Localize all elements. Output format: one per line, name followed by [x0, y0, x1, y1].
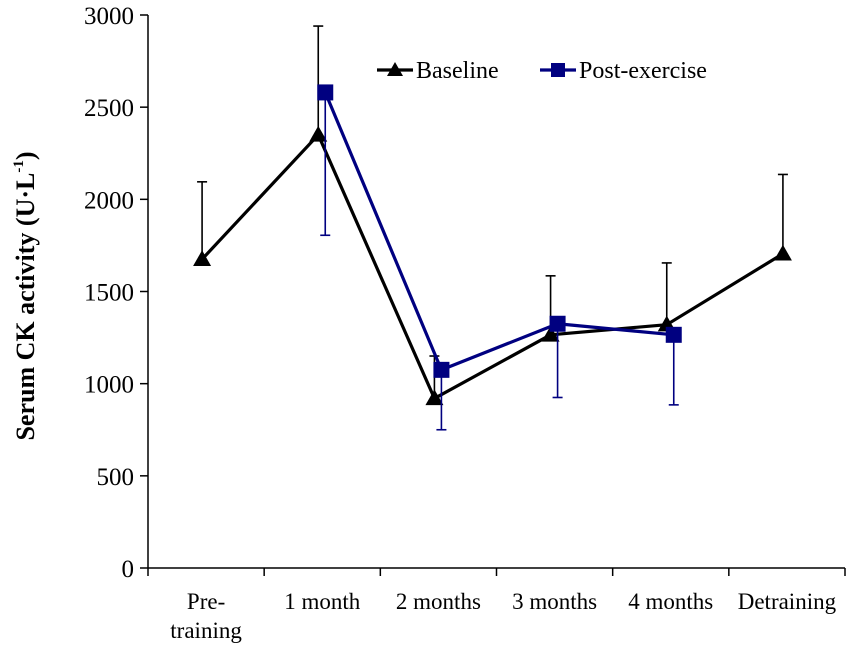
- y-tick-label-1000: 1000: [84, 372, 134, 399]
- marker-triangle-2: [425, 389, 444, 406]
- series-layer: [193, 25, 792, 431]
- y-axis: 0 500 1000 1500 2000 2500 3000: [84, 3, 149, 583]
- legend-label-1: Post-exercise: [579, 58, 707, 84]
- marker-triangle-5: [773, 244, 792, 261]
- legend-label-0: Baseline: [416, 58, 499, 84]
- x-axis: Pre-training 1 month 2 months 3 months 4 mon…: [147, 567, 846, 643]
- x-category-label-0-line-1: training: [170, 618, 242, 643]
- marker-triangle-0: [193, 250, 212, 266]
- x-category-label-2: 2 months: [396, 589, 481, 614]
- marker-triangle-1: [309, 125, 328, 142]
- y-ticks: 0 500 1000 1500 2000 2500 3000: [84, 3, 148, 583]
- y-tick-label-1500: 1500: [84, 280, 134, 307]
- legend-marker-0: [387, 62, 403, 76]
- y-tick-label-2500: 2500: [84, 95, 134, 122]
- x-category-label-5: Detraining: [738, 589, 837, 614]
- series-line-1: [323, 91, 674, 372]
- series-baseline: [193, 25, 792, 406]
- series-line-0: [200, 133, 784, 401]
- x-category-labels: Pre-training 1 month 2 months 3 months 4 mon…: [147, 568, 846, 643]
- marker-triangle-3: [541, 325, 560, 342]
- legend: Baseline Post-exercise: [377, 58, 707, 84]
- legend-item-1: Post-exercise: [540, 58, 707, 84]
- legend-marker-1: [551, 63, 565, 77]
- marker-square-3: [549, 315, 566, 332]
- x-category-label-3: 3 months: [512, 589, 597, 614]
- y-axis-label: Serum CK activity (U·L-1): [11, 151, 40, 440]
- x-category-label-0-line-0: Pre-: [187, 589, 225, 614]
- x-category-label-4: 4 months: [628, 589, 713, 614]
- marker-square-4: [665, 326, 682, 343]
- marker-square-1: [317, 84, 334, 101]
- marker-square-2: [433, 361, 450, 378]
- y-tick-label-2000: 2000: [84, 187, 134, 214]
- y-tick-label-3000: 3000: [84, 3, 134, 30]
- legend-item-0: Baseline: [377, 58, 499, 84]
- y-tick-label-0: 0: [122, 556, 135, 583]
- x-category-label-1: 1 month: [284, 589, 361, 614]
- y-tick-label-500: 500: [97, 464, 135, 491]
- series-post-exercise: [317, 84, 682, 431]
